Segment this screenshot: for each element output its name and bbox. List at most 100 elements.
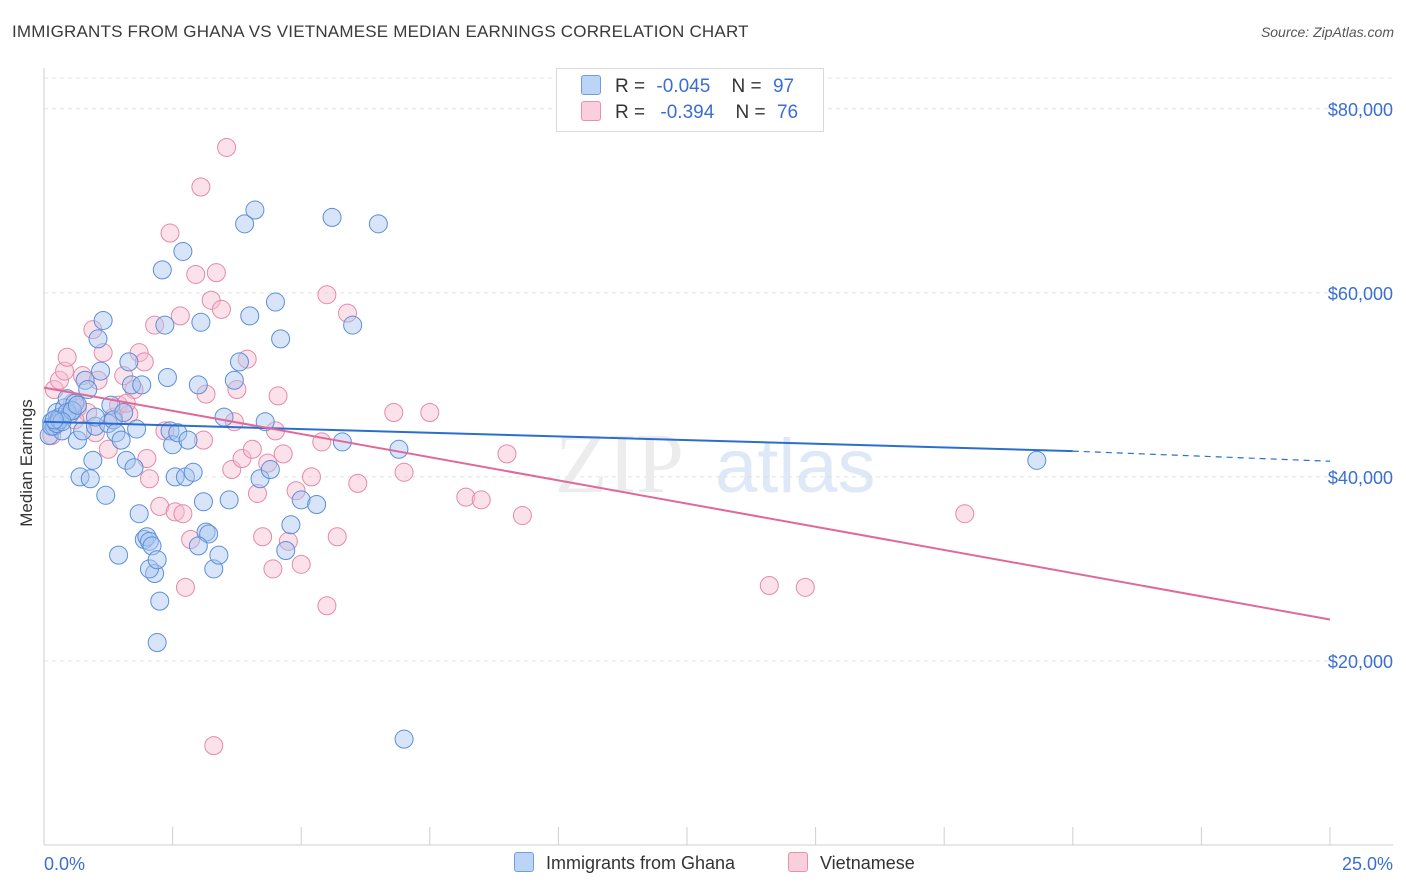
ghana-point xyxy=(389,439,409,459)
vietnamese-point xyxy=(471,490,491,510)
ghana-point xyxy=(116,450,136,470)
ghana-trend-line xyxy=(43,420,1073,453)
vietnamese-point xyxy=(193,430,213,450)
zipatlas-watermark: ZIP atlas xyxy=(555,415,876,511)
ghana-point xyxy=(114,402,134,422)
vietnamese-point xyxy=(150,496,170,516)
ghana-point xyxy=(67,395,87,415)
ghana-point xyxy=(132,375,152,395)
vietnamese-point xyxy=(165,502,185,522)
tick-labels: $20,000 $40,000 $60,000 $80,000 0.0% 25.0% xyxy=(44,100,1393,874)
vietnamese-point xyxy=(317,596,337,616)
ghana-point xyxy=(271,329,291,349)
ghana-point xyxy=(214,407,234,427)
vietnamese-point xyxy=(253,527,273,547)
ghana-point xyxy=(93,310,113,330)
n-value-vietnamese: 76 xyxy=(776,102,799,123)
trend-lines xyxy=(43,386,1331,621)
r-value-ghana: -0.045 xyxy=(656,76,711,97)
r-label: R = xyxy=(615,76,646,97)
vietnamese-point xyxy=(420,402,440,422)
ghana-point xyxy=(307,495,327,515)
ghana-point xyxy=(67,430,87,450)
vietnamese-point xyxy=(57,347,77,367)
vietnamese-point xyxy=(242,439,262,459)
source-credit: Source: ZipAtlas.com xyxy=(1260,24,1394,40)
ghana-point xyxy=(394,729,414,749)
n-value-ghana: 97 xyxy=(772,76,795,97)
legend-row-vietnamese: R = -0.394 N = 76 xyxy=(581,101,798,125)
ghana-point xyxy=(1027,450,1047,470)
grid-lines xyxy=(44,77,1393,662)
y-tick-label: $40,000 xyxy=(1328,468,1393,488)
ghana-point xyxy=(124,458,144,478)
series-ghana-points xyxy=(39,200,1047,749)
vietnamese-point xyxy=(247,483,267,503)
ghana-point xyxy=(96,485,116,505)
ghana-point xyxy=(193,492,213,512)
ghana-point xyxy=(276,541,296,561)
vietnamese-trend-line xyxy=(43,386,1331,621)
ghana-point xyxy=(178,430,198,450)
legend-label-vietnamese: Vietnamese xyxy=(820,853,915,873)
ghana-point xyxy=(188,536,208,556)
axes xyxy=(43,68,1393,846)
vietnamese-point xyxy=(456,487,476,507)
vietnamese-point xyxy=(191,177,211,197)
ghana-point xyxy=(111,430,131,450)
vietnamese-point xyxy=(327,527,347,547)
vietnamese-point xyxy=(348,473,368,493)
vietnamese-point xyxy=(317,285,337,305)
vietnamese-point xyxy=(286,481,306,501)
vietnamese-point xyxy=(55,361,75,381)
vietnamese-point xyxy=(173,504,193,524)
vietnamese-point xyxy=(227,379,247,399)
ghana-point xyxy=(157,368,177,388)
ghana-point xyxy=(109,545,129,565)
vietnamese-point xyxy=(175,577,195,597)
ghana-point xyxy=(152,260,172,280)
ghana-point xyxy=(39,425,59,445)
ghana-point xyxy=(265,292,285,312)
vietnamese-point xyxy=(955,504,975,524)
vietnamese-point xyxy=(795,577,815,597)
watermark-zip: ZIP xyxy=(555,415,684,511)
vietnamese-point xyxy=(263,559,283,579)
ghana-point xyxy=(281,515,301,535)
legend-item-vietnamese: Vietnamese xyxy=(788,852,915,874)
n-label: N = xyxy=(731,76,762,97)
ghana-point xyxy=(165,467,185,487)
vietnamese-swatch xyxy=(581,101,601,121)
vietnamese-point xyxy=(217,137,237,157)
ghana-point xyxy=(129,504,149,524)
r-label: R = xyxy=(615,102,646,123)
ghana-point xyxy=(85,407,105,427)
ghana-point xyxy=(229,352,249,372)
vietnamese-point xyxy=(337,303,357,323)
ghana-point xyxy=(240,306,260,326)
y-axis-label: Median Earnings xyxy=(17,399,36,527)
ghana-point xyxy=(155,315,175,335)
x-tick-label-max: 25.0% xyxy=(1342,854,1393,874)
legend-label-ghana: Immigrants from Ghana xyxy=(546,853,736,873)
chart-title: IMMIGRANTS FROM GHANA VS VIETNAMESE MEDI… xyxy=(12,22,749,41)
vietnamese-point xyxy=(160,223,180,243)
ghana-point xyxy=(245,200,265,220)
vietnamese-point xyxy=(211,299,231,319)
correlation-legend: R = -0.045 N = 97 R = -0.394 N = 76 xyxy=(556,68,824,132)
ghana-point xyxy=(191,312,211,332)
vietnamese-point xyxy=(278,531,298,551)
ghana-point xyxy=(322,207,342,227)
ghana-point xyxy=(119,352,139,372)
vietnamese-point xyxy=(134,352,154,372)
ghana-point xyxy=(91,361,111,381)
ghana-point xyxy=(44,410,64,430)
vietnamese-point xyxy=(181,529,201,549)
ghana-point xyxy=(188,375,208,395)
vietnamese-point xyxy=(145,315,165,335)
y-tick-label: $80,000 xyxy=(1328,100,1393,120)
ghana-point xyxy=(88,329,108,349)
vietnamese-point xyxy=(204,736,224,756)
vietnamese-point xyxy=(512,506,532,526)
